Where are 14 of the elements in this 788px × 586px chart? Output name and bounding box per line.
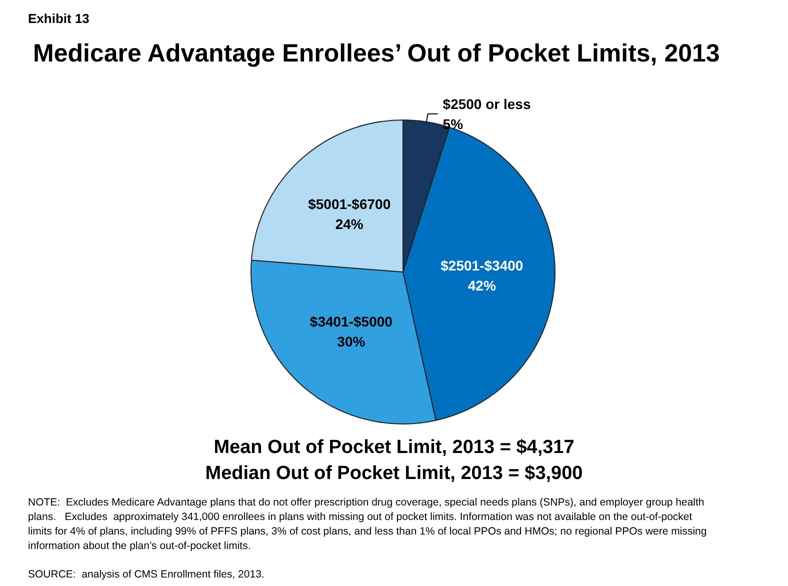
- data-label: 24%: [335, 216, 364, 232]
- text: NOTE: Excludes Medicare Advantage plans that do not offer prescription drug coverage, special needs plans (SNPs), and employer group health plans. Excludes approximately 341,000 enrollees in plans with missing out of pocket limits. Information was not available on the out-of-pocket limits for 4% of plans, including 99% of PFFS plans, 3% of cost plans, and less than 1% of local PPOs and HMOs; no regional PPOs were missing information about the plan’s out-of-pocket limits.: [28, 496, 710, 552]
- source-note: SOURCE: analysis of CMS Enrollment files, 2013.: [28, 568, 264, 580]
- data-label: 30%: [337, 334, 366, 350]
- slice-label: $2501-$3400: [440, 258, 524, 274]
- data-label: 5%: [442, 116, 464, 132]
- slice-label: $3401-$5000: [310, 314, 393, 330]
- text: Median Out of Pocket Limit, 2013 = $3,900: [205, 463, 583, 484]
- text: Exhibit 13: [28, 11, 90, 26]
- chart-title: Medicare Advantage Enrollees’ Out of Pocket Limits, 2013: [33, 40, 720, 68]
- data-label: 42%: [468, 278, 496, 294]
- text: Mean Out of Pocket Limit, 2013 = $4,317: [214, 437, 574, 458]
- slice-label: $2500 or less: [442, 96, 531, 112]
- slice-label: $5001-$6700: [308, 196, 391, 212]
